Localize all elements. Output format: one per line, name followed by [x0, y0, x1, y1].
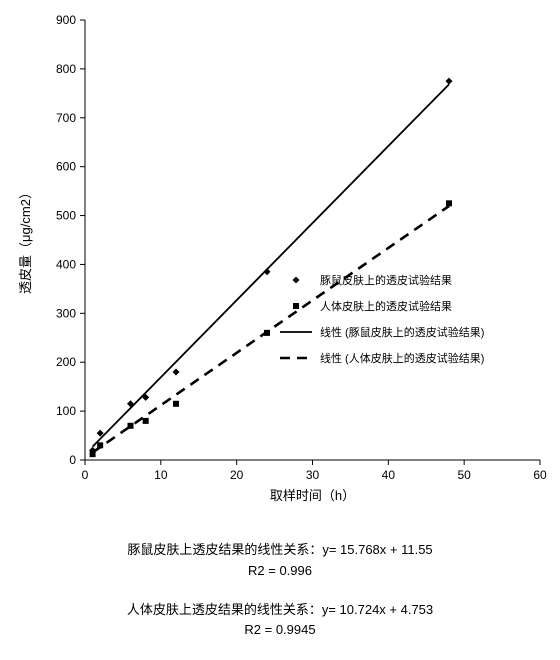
svg-text:透皮量（μg/cm2）: 透皮量（μg/cm2）: [18, 186, 33, 294]
svg-text:400: 400: [56, 257, 76, 271]
svg-text:线性 (豚鼠皮肤上的透皮试验结果): 线性 (豚鼠皮肤上的透皮试验结果): [320, 325, 484, 339]
svg-text:10: 10: [154, 468, 168, 482]
svg-text:0: 0: [69, 453, 76, 467]
svg-text:人体皮肤上的透皮试验结果: 人体皮肤上的透皮试验结果: [320, 299, 452, 313]
svg-text:200: 200: [56, 355, 76, 369]
svg-text:500: 500: [56, 209, 76, 223]
guinea-equation-group: 豚鼠皮肤上透皮结果的线性关系：y= 15.768x + 11.55 R2 = 0…: [0, 540, 560, 582]
guinea-equation-line: 豚鼠皮肤上透皮结果的线性关系：y= 15.768x + 11.55: [0, 540, 560, 561]
svg-text:20: 20: [230, 468, 244, 482]
svg-text:60: 60: [533, 468, 547, 482]
svg-text:线性 (人体皮肤上的透皮试验结果): 线性 (人体皮肤上的透皮试验结果): [320, 351, 484, 365]
svg-text:50: 50: [457, 468, 471, 482]
human-equation-r2: R2 = 0.9945: [0, 620, 560, 641]
page-container: 0102030405060010020030040050060070080090…: [0, 0, 560, 660]
svg-text:豚鼠皮肤上的透皮试验结果: 豚鼠皮肤上的透皮试验结果: [320, 273, 452, 287]
svg-text:取样时间（h）: 取样时间（h）: [270, 488, 355, 503]
chart-svg: 0102030405060010020030040050060070080090…: [0, 0, 560, 520]
human-equation-line: 人体皮肤上透皮结果的线性关系：y= 10.724x + 4.753: [0, 600, 560, 621]
svg-text:600: 600: [56, 160, 76, 174]
guinea-equation-r2: R2 = 0.996: [0, 561, 560, 582]
svg-text:700: 700: [56, 111, 76, 125]
svg-text:300: 300: [56, 306, 76, 320]
equations-block: 豚鼠皮肤上透皮结果的线性关系：y= 15.768x + 11.55 R2 = 0…: [0, 540, 560, 659]
svg-text:0: 0: [82, 468, 89, 482]
svg-text:100: 100: [56, 404, 76, 418]
human-equation-group: 人体皮肤上透皮结果的线性关系：y= 10.724x + 4.753 R2 = 0…: [0, 600, 560, 642]
svg-text:30: 30: [306, 468, 320, 482]
svg-text:800: 800: [56, 62, 76, 76]
svg-text:40: 40: [382, 468, 396, 482]
svg-text:900: 900: [56, 13, 76, 27]
chart-area: 0102030405060010020030040050060070080090…: [0, 0, 560, 520]
